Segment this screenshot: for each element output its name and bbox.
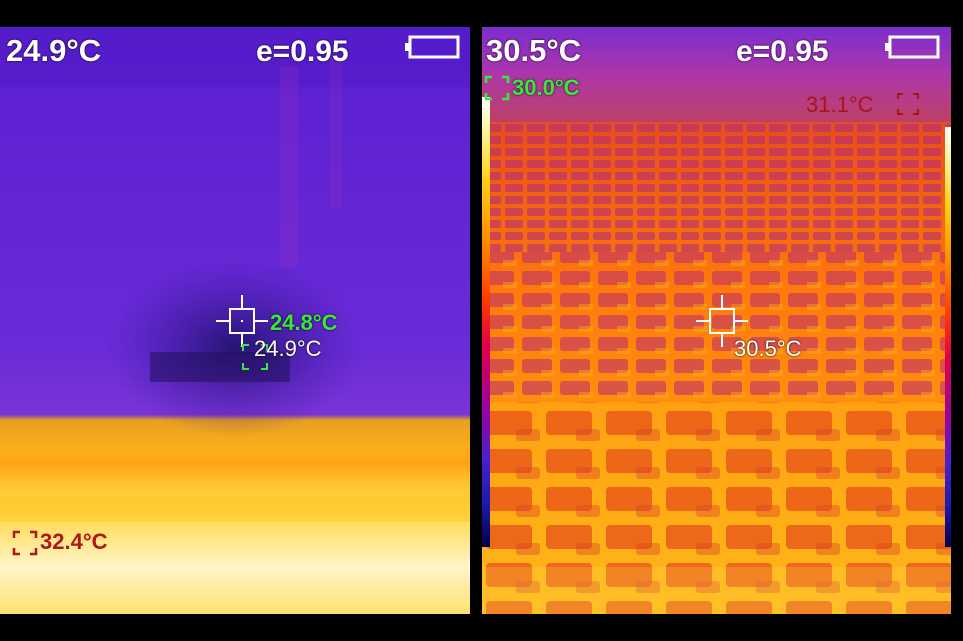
min-marker-box-icon [242,344,268,370]
right-max-temp-label: 31.1°C [806,92,874,117]
right-thermal-panel: 30.5°C e=0.95 30.0°C 31.1°C 30.5°C [482,27,951,614]
left-spot-temperature: 24.9°C [6,33,102,68]
left-thermal-image [0,27,470,614]
left-min-temp-label: 24.8°C [270,310,338,335]
right-center-temp-label: 30.5°C [734,336,802,361]
right-spot-temperature: 30.5°C [486,33,582,68]
right-thermal-image [482,27,951,614]
color-scale-bar [482,97,490,547]
right-min-temp-label: 30.0°C [512,75,580,100]
battery-icon [885,35,940,59]
left-center-temp-label: 24.9°C [254,336,322,361]
min-marker-box-icon [484,75,510,101]
left-thermal-panel: 24.9°C e=0.95 24.8°C 24.9°C 32.4°C [0,27,470,614]
crosshair-icon [696,295,748,347]
max-marker-box-icon [12,530,38,556]
battery-icon [405,35,460,59]
left-emissivity: e=0.95 [256,35,349,68]
left-max-temp-label: 32.4°C [40,529,108,554]
max-marker-box-icon [897,93,919,115]
color-scale-bar-right [945,127,951,547]
right-emissivity: e=0.95 [736,35,829,68]
